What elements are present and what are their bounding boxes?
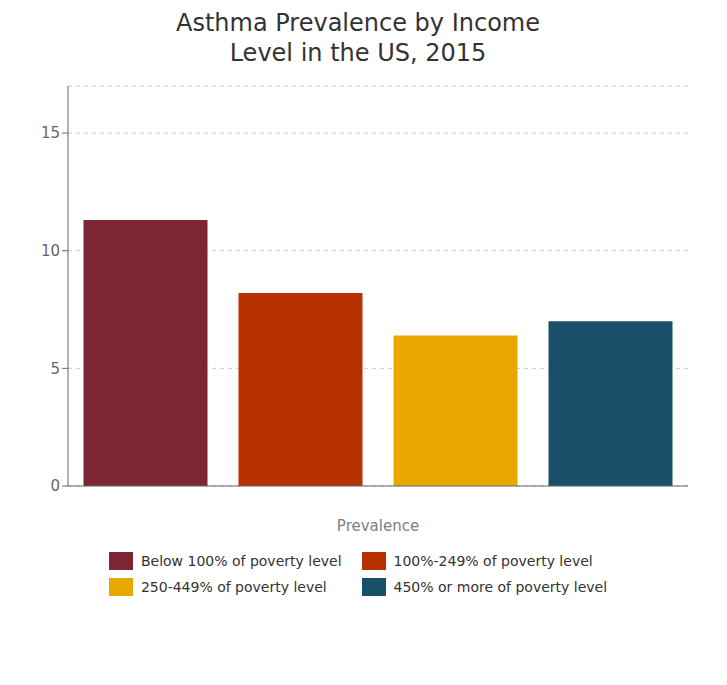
svg-text:10: 10 [41,242,60,260]
svg-text:15: 15 [41,124,60,142]
svg-text:Prevalence: Prevalence [337,517,419,535]
html-text:Level in the US, 2015: Level in the US, 2015 [229,39,487,67]
svg-text:5: 5 [50,360,60,378]
html-text:450% or more of poverty level: 450% or more of poverty level [393,579,608,595]
html-text:250-449% of poverty level: 250-449% of poverty level [140,579,327,595]
html-text:Asthma Prevalence by Income: Asthma Prevalence by Income [176,9,540,37]
svg-text:0: 0 [50,477,60,495]
html-text:Below 100% of poverty level: Below 100% of poverty level [140,553,342,569]
html-text:100%-249% of poverty level: 100%-249% of poverty level [393,553,593,569]
